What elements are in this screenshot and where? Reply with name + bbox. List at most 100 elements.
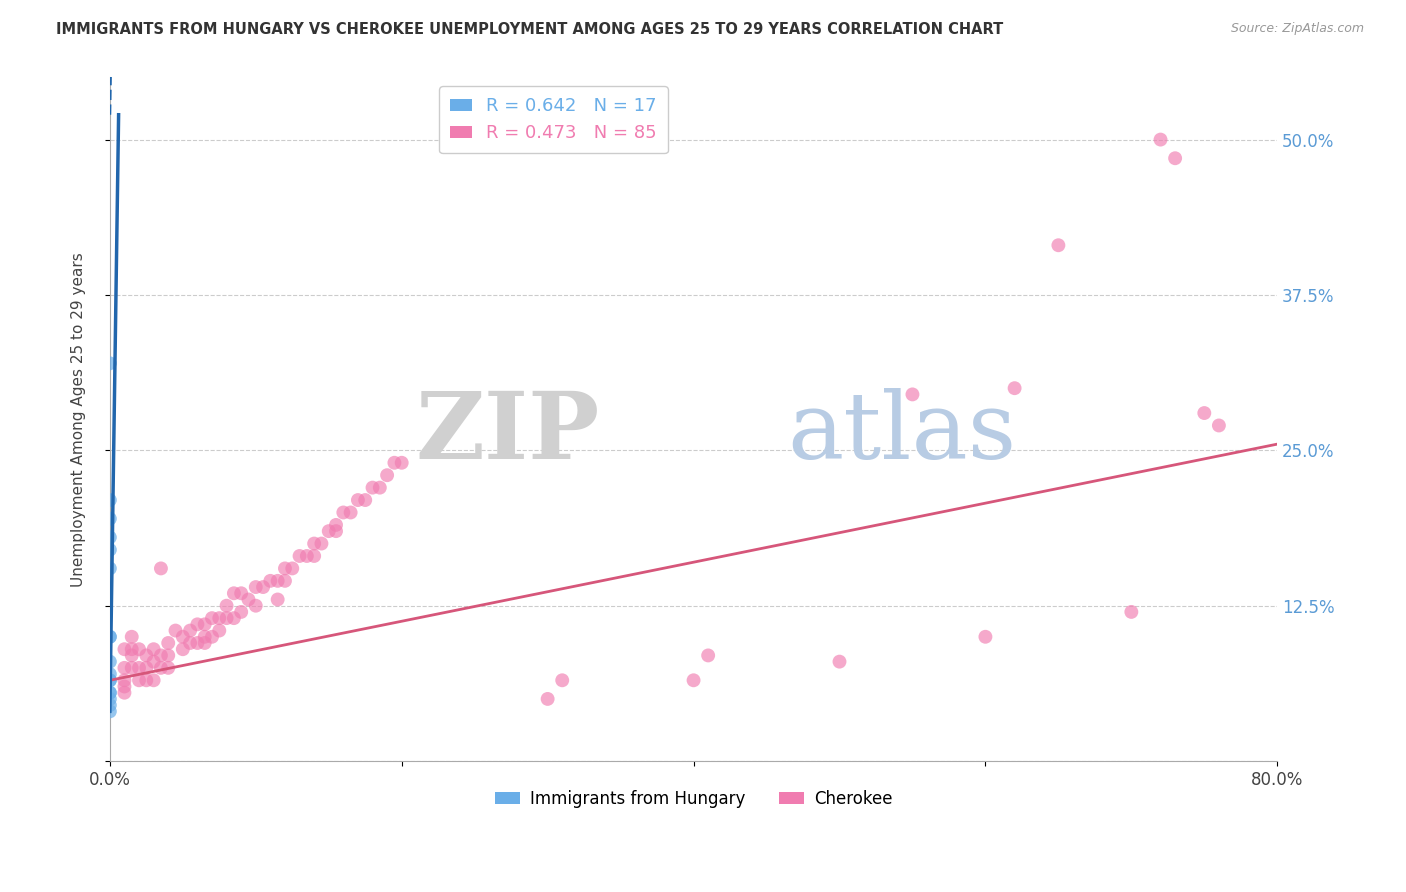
Text: ZIP: ZIP (416, 388, 600, 478)
Point (375, 468, 398, 483)
Point (1194, 406, 1216, 420)
Point (1164, 151, 1187, 165)
Point (266, 574, 288, 588)
Point (318, 524, 340, 538)
Point (252, 580, 274, 594)
Point (98, 704, 121, 718)
Point (165, 624, 187, 638)
Point (98, 655, 121, 669)
Point (114, 642, 136, 657)
Point (98, 542, 121, 557)
Point (201, 630, 224, 644)
Point (172, 642, 194, 657)
Point (222, 586, 245, 600)
Point (98, 686, 121, 700)
Point (157, 648, 180, 663)
Point (697, 648, 720, 663)
Point (98, 530, 121, 544)
Point (135, 673, 157, 688)
Point (1004, 381, 1026, 395)
Point (121, 648, 143, 663)
Point (222, 611, 245, 625)
Point (98, 630, 121, 644)
Point (245, 580, 267, 594)
Point (201, 611, 224, 625)
Y-axis label: Unemployment Among Ages 25 to 29 years: Unemployment Among Ages 25 to 29 years (72, 252, 86, 587)
Point (368, 481, 391, 495)
Point (157, 661, 180, 675)
Point (536, 692, 558, 706)
Point (259, 574, 281, 588)
Point (142, 655, 165, 669)
Point (179, 624, 201, 638)
Point (354, 493, 377, 508)
Point (98, 673, 121, 688)
Point (98, 673, 121, 688)
Point (311, 536, 333, 550)
Text: IMMIGRANTS FROM HUNGARY VS CHEROKEE UNEMPLOYMENT AMONG AGES 25 TO 29 YEARS CORRE: IMMIGRANTS FROM HUNGARY VS CHEROKEE UNEM… (56, 22, 1004, 37)
Point (121, 642, 143, 657)
Point (208, 611, 231, 625)
Point (98, 667, 121, 681)
Point (274, 561, 297, 575)
Point (186, 617, 208, 632)
Text: atlas: atlas (787, 388, 1017, 478)
Point (98, 356, 121, 370)
Point (149, 661, 172, 675)
Point (682, 673, 704, 688)
Point (266, 592, 288, 607)
Point (98, 630, 121, 644)
Point (384, 456, 406, 470)
Point (325, 524, 347, 538)
Point (114, 661, 136, 675)
Point (114, 673, 136, 688)
Point (901, 387, 924, 401)
Point (1121, 605, 1143, 619)
Point (149, 561, 172, 575)
Point (974, 630, 997, 644)
Point (332, 506, 354, 520)
Point (128, 661, 150, 675)
Point (281, 561, 304, 575)
Point (135, 661, 157, 675)
Point (231, 605, 253, 619)
Point (391, 456, 413, 470)
Point (551, 673, 574, 688)
Point (295, 549, 318, 563)
Point (98, 686, 121, 700)
Point (179, 636, 201, 650)
Point (114, 680, 136, 694)
Point (828, 655, 851, 669)
Point (231, 586, 253, 600)
Point (215, 611, 238, 625)
Point (142, 673, 165, 688)
Point (194, 630, 217, 644)
Point (1208, 418, 1230, 433)
Point (302, 536, 325, 550)
Point (361, 481, 384, 495)
Point (302, 549, 325, 563)
Point (172, 630, 194, 644)
Point (98, 493, 121, 508)
Point (114, 686, 136, 700)
Text: Source: ZipAtlas.com: Source: ZipAtlas.com (1230, 22, 1364, 36)
Point (149, 648, 172, 663)
Legend: Immigrants from Hungary, Cherokee: Immigrants from Hungary, Cherokee (488, 783, 898, 814)
Point (98, 698, 121, 713)
Point (135, 648, 157, 663)
Point (142, 642, 165, 657)
Point (98, 561, 121, 575)
Point (347, 493, 370, 508)
Point (208, 624, 231, 638)
Point (194, 636, 217, 650)
Point (98, 692, 121, 706)
Point (1149, 132, 1171, 146)
Point (128, 642, 150, 657)
Point (157, 636, 180, 650)
Point (288, 549, 311, 563)
Point (274, 574, 297, 588)
Point (121, 630, 143, 644)
Point (121, 661, 143, 675)
Point (1047, 238, 1070, 252)
Point (325, 517, 347, 532)
